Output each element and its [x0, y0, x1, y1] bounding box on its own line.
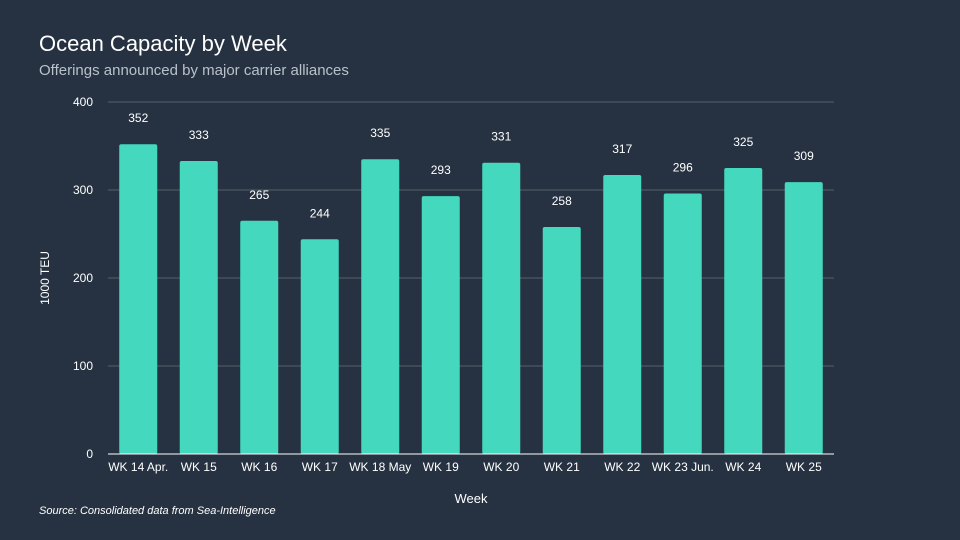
- data-labels: 352 333 265 244 335 293 331 258 317 296 325 309: [128, 111, 814, 220]
- bar: [240, 220, 279, 454]
- x-tick-label: WK 24: [725, 460, 761, 474]
- bar: [784, 182, 823, 454]
- data-label: 258: [552, 194, 572, 208]
- x-tick-label: WK 15: [181, 460, 217, 474]
- x-tick-label: WK 23 Jun.: [652, 460, 714, 474]
- gridlines: [108, 101, 834, 367]
- y-axis-ticks: 0 100 200 300 400: [73, 95, 93, 461]
- data-label: 265: [249, 188, 269, 202]
- x-tick-label: WK 19: [423, 460, 459, 474]
- bar: [663, 193, 702, 454]
- data-label: 317: [612, 142, 632, 156]
- data-label: 293: [431, 163, 451, 177]
- bar: [542, 226, 581, 454]
- bar: [361, 159, 400, 454]
- x-tick-label: WK 21: [544, 460, 580, 474]
- source-note: Source: Consolidated data from Sea-Intel…: [39, 505, 276, 517]
- bars: [119, 144, 823, 455]
- bar: [119, 144, 158, 455]
- bar: [421, 196, 460, 454]
- y-tick-label: 300: [73, 183, 93, 197]
- y-tick-label: 200: [73, 271, 93, 285]
- chart-subtitle: Offerings announced by major carrier all…: [39, 62, 349, 79]
- data-label: 244: [310, 206, 330, 220]
- data-label: 309: [794, 149, 814, 163]
- bar: [603, 175, 642, 455]
- x-axis-ticks: WK 14 Apr. WK 15 WK 16 WK 17 WK 18 May WK 19 W…: [108, 460, 822, 474]
- bar: [179, 160, 218, 454]
- data-label: 352: [128, 111, 148, 125]
- data-label: 296: [673, 161, 693, 175]
- y-tick-label: 400: [73, 95, 93, 109]
- x-tick-label: WK 25: [786, 460, 822, 474]
- x-axis-label: Week: [455, 491, 488, 506]
- y-tick-label: 0: [86, 447, 93, 461]
- x-tick-label: WK 14 Apr.: [108, 460, 168, 474]
- y-axis-label: 1000 TEU: [38, 251, 52, 305]
- x-tick-label: WK 22: [604, 460, 640, 474]
- bar: [724, 168, 763, 454]
- y-tick-label: 100: [73, 359, 93, 373]
- x-tick-label: WK 18 May: [349, 460, 411, 474]
- x-tick-label: WK 16: [241, 460, 277, 474]
- bar: [482, 162, 521, 454]
- data-label: 335: [370, 126, 390, 140]
- data-label: 333: [189, 128, 209, 142]
- data-label: 325: [733, 135, 753, 149]
- data-label: 331: [491, 130, 511, 144]
- x-tick-label: WK 20: [483, 460, 519, 474]
- x-tick-label: WK 17: [302, 460, 338, 474]
- chart-title: Ocean Capacity by Week: [39, 31, 287, 56]
- bar: [300, 239, 339, 454]
